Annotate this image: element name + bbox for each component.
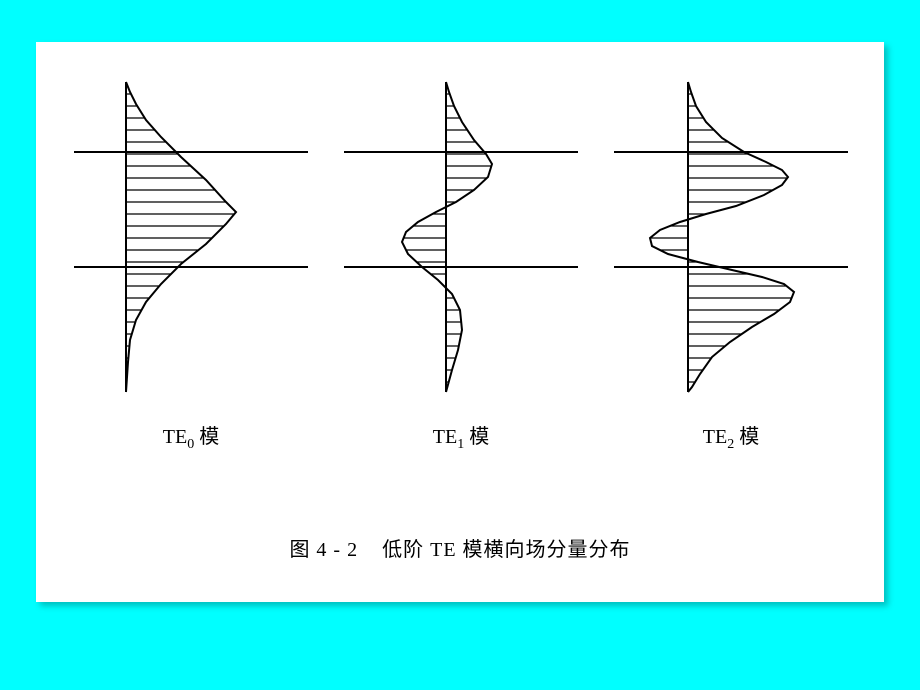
plot-label-te2: TE2 模 xyxy=(703,420,759,453)
plot-svg-te2 xyxy=(606,62,856,402)
mode-curve xyxy=(126,82,236,392)
plot-svg-te1 xyxy=(336,62,586,402)
plot-label-te0: TE0 模 xyxy=(163,420,219,453)
hatch-group xyxy=(606,82,856,382)
caption-prefix: 图 4 - 2 xyxy=(289,539,358,561)
plot-te0: TE0 模 xyxy=(66,62,316,462)
caption-text: 低阶 TE 模横向场分量分布 xyxy=(382,539,630,561)
figure-caption: 图 4 - 2 低阶 TE 模横向场分量分布 xyxy=(36,533,884,562)
page-background: TE0 模 TE1 模 TE2 模 图 4 - 2 低阶 TE 模横向场分量分布 xyxy=(0,0,920,690)
plot-te1: TE1 模 xyxy=(336,62,586,462)
hatch-group xyxy=(66,82,316,382)
plot-te2: TE2 模 xyxy=(606,62,856,462)
figure-card: TE0 模 TE1 模 TE2 模 图 4 - 2 低阶 TE 模横向场分量分布 xyxy=(36,42,884,602)
plot-svg-te0 xyxy=(66,62,316,402)
plots-row: TE0 模 TE1 模 TE2 模 xyxy=(66,62,856,462)
plot-label-te1: TE1 模 xyxy=(433,420,489,453)
